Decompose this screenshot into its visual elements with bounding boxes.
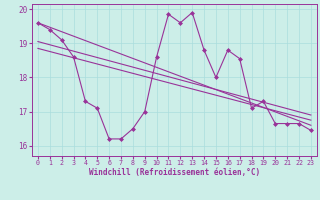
X-axis label: Windchill (Refroidissement éolien,°C): Windchill (Refroidissement éolien,°C) — [89, 168, 260, 177]
